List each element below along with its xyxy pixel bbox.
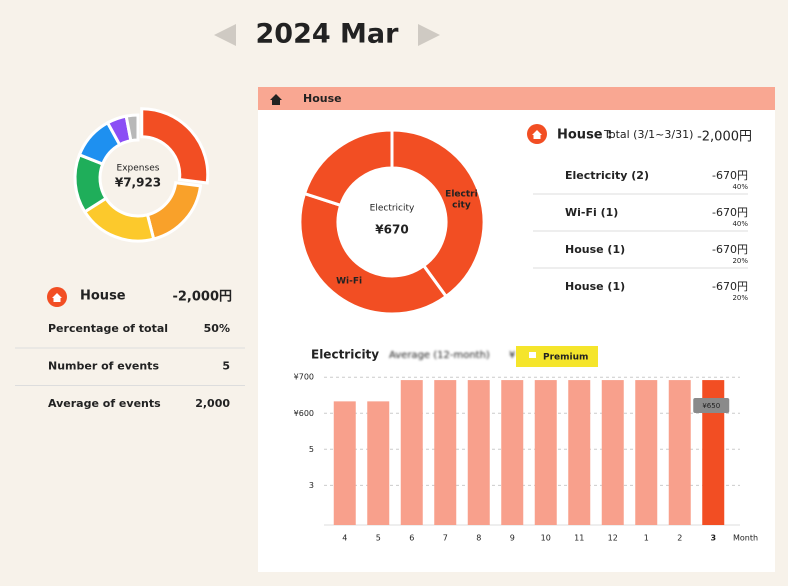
donut-segment xyxy=(302,128,394,208)
x-tick-label: 4 xyxy=(342,534,347,543)
x-tick-label: 11 xyxy=(574,534,584,543)
month-title: 2024 Mar xyxy=(256,19,400,50)
donut-title: Electricity xyxy=(370,204,415,214)
bar xyxy=(467,380,490,525)
bar xyxy=(400,380,423,525)
detail-total: -2,000円 xyxy=(697,130,752,145)
item-name: Electricity (2) xyxy=(565,169,649,182)
item-amount: -670円 xyxy=(712,169,748,182)
donut-segment xyxy=(390,128,486,299)
summary-category: House xyxy=(80,289,126,304)
row-value: 5 xyxy=(222,360,230,373)
detail-title: House xyxy=(303,92,342,105)
item-share: 20% xyxy=(732,257,748,265)
item-name: House (1) xyxy=(565,243,625,256)
home-icon xyxy=(270,94,282,105)
y-tick-label: 3 xyxy=(309,481,314,490)
row-label: Number of events xyxy=(48,360,159,373)
y-tick-label: ¥700 xyxy=(294,373,314,382)
segment-label: Electri xyxy=(445,189,478,199)
x-tick-label: 3 xyxy=(710,534,716,543)
bar xyxy=(434,380,457,525)
prev-month[interactable] xyxy=(214,24,236,46)
donut-segment xyxy=(124,113,140,143)
segment-label: city xyxy=(452,200,471,210)
premium-label[interactable]: Premium xyxy=(543,353,588,363)
bar xyxy=(668,380,691,525)
item-name: House (1) xyxy=(565,280,625,293)
x-tick-label: 1 xyxy=(644,534,649,543)
house-icon-glyph xyxy=(532,130,542,139)
bar xyxy=(702,380,725,525)
x-tick-label: 2 xyxy=(677,534,682,543)
trend-title: Electricity xyxy=(311,348,379,362)
bar xyxy=(534,380,557,525)
detail-period: Total (3/1~3/31) xyxy=(603,128,693,141)
item-amount: -670円 xyxy=(712,206,748,219)
x-tick-label: 8 xyxy=(476,534,481,543)
row-label: Percentage of total xyxy=(48,322,168,335)
premium-badge[interactable] xyxy=(516,346,598,367)
row-value: 2,000 xyxy=(195,397,230,410)
donut-segment xyxy=(298,191,449,316)
detail-header xyxy=(258,87,775,110)
bar xyxy=(367,401,390,525)
donut-total: ¥7,923 xyxy=(115,176,161,190)
lock-icon xyxy=(529,352,536,358)
x-tick-label: 9 xyxy=(510,534,515,543)
x-tick-label: 7 xyxy=(443,534,448,543)
bar xyxy=(333,401,356,525)
x-tick-label: 10 xyxy=(541,534,551,543)
donut-title: Expenses xyxy=(117,164,160,174)
house-icon-glyph xyxy=(52,293,62,302)
x-axis-label: Month xyxy=(733,534,758,543)
item-amount: -670円 xyxy=(712,280,748,293)
item-share: 40% xyxy=(732,183,748,191)
next-month[interactable] xyxy=(418,24,440,46)
x-tick-label: 12 xyxy=(608,534,618,543)
item-amount: -670円 xyxy=(712,243,748,256)
row-value: 50% xyxy=(204,322,230,335)
bar xyxy=(568,380,591,525)
tooltip xyxy=(693,398,730,413)
item-share: 20% xyxy=(732,294,748,302)
summary-amount: -2,000円 xyxy=(172,290,232,305)
item-share: 40% xyxy=(732,220,748,228)
tooltip-label: ¥650 xyxy=(702,402,720,410)
item-name: Wi-Fi (1) xyxy=(565,206,618,219)
bar xyxy=(635,380,658,525)
detail-heading: House : xyxy=(557,128,612,143)
y-tick-label: ¥600 xyxy=(294,409,314,418)
x-tick-label: 5 xyxy=(376,534,381,543)
donut-total: ¥670 xyxy=(375,223,408,237)
y-tick-label: 5 xyxy=(309,445,314,454)
currency: ¥ xyxy=(509,350,515,361)
bar xyxy=(601,380,624,525)
average-label: Average (12-month) xyxy=(389,350,490,361)
bar xyxy=(501,380,524,525)
row-label: Average of events xyxy=(48,397,161,410)
segment-label: Wi-Fi xyxy=(336,277,362,287)
donut-segment xyxy=(140,107,210,185)
x-tick-label: 6 xyxy=(409,534,414,543)
